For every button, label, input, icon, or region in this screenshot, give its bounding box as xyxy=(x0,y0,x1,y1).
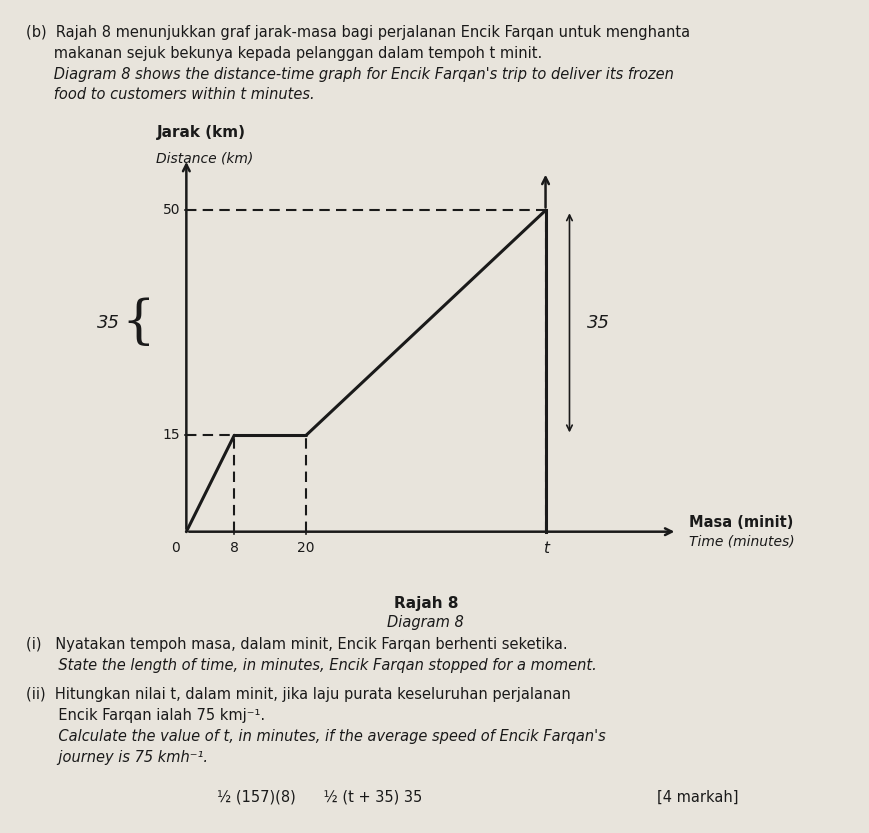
Text: ½ (157)(8)      ½ (t + 35) 35: ½ (157)(8) ½ (t + 35) 35 xyxy=(217,790,422,805)
Text: Jarak (km): Jarak (km) xyxy=(156,125,245,140)
Text: Calculate the value of t, in minutes, if the average speed of Encik Farqan's: Calculate the value of t, in minutes, if… xyxy=(26,729,606,744)
Text: Distance (km): Distance (km) xyxy=(156,152,254,166)
Text: [4 markah]: [4 markah] xyxy=(657,790,739,805)
Text: 35: 35 xyxy=(97,314,120,332)
Text: Time (minutes): Time (minutes) xyxy=(689,534,795,548)
Text: Encik Farqan ialah 75 kmj⁻¹.: Encik Farqan ialah 75 kmj⁻¹. xyxy=(26,708,265,723)
Text: makanan sejuk bekunya kepada pelanggan dalam tempoh t minit.: makanan sejuk bekunya kepada pelanggan d… xyxy=(26,46,542,61)
Text: (ii)  Hitungkan nilai t, dalam minit, jika laju purata keseluruhan perjalanan: (ii) Hitungkan nilai t, dalam minit, jik… xyxy=(26,687,571,702)
Text: (b)  Rajah 8 menunjukkan graf jarak-masa bagi perjalanan Encik Farqan untuk meng: (b) Rajah 8 menunjukkan graf jarak-masa … xyxy=(26,25,690,40)
Text: (i)   Nyatakan tempoh masa, dalam minit, Encik Farqan berhenti seketika.: (i) Nyatakan tempoh masa, dalam minit, E… xyxy=(26,637,567,652)
Text: State the length of time, in minutes, Encik Farqan stopped for a moment.: State the length of time, in minutes, En… xyxy=(26,658,597,673)
Text: {: { xyxy=(122,297,156,348)
Text: Diagram 8 shows the distance-time graph for Encik Farqan's trip to deliver its f: Diagram 8 shows the distance-time graph … xyxy=(26,67,674,82)
Text: Masa (minit): Masa (minit) xyxy=(689,515,793,530)
Text: 35: 35 xyxy=(587,314,610,332)
Text: 0: 0 xyxy=(171,541,181,556)
Text: food to customers within t minutes.: food to customers within t minutes. xyxy=(26,87,315,102)
Text: t: t xyxy=(542,541,548,556)
Text: 15: 15 xyxy=(163,428,181,442)
Text: journey is 75 kmh⁻¹.: journey is 75 kmh⁻¹. xyxy=(26,750,208,765)
Text: 8: 8 xyxy=(229,541,239,556)
Text: Rajah 8: Rajah 8 xyxy=(394,596,458,611)
Text: Diagram 8: Diagram 8 xyxy=(388,615,464,630)
Text: 20: 20 xyxy=(297,541,315,556)
Text: 50: 50 xyxy=(163,203,181,217)
